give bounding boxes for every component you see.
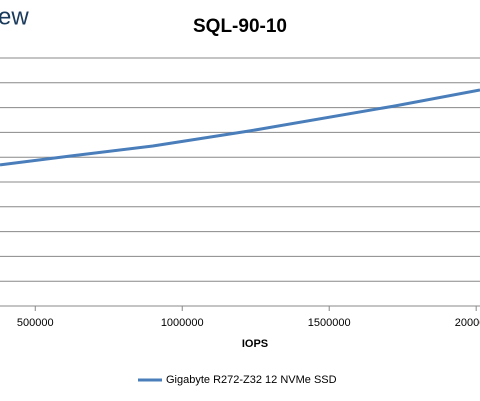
series-line [0, 88, 480, 167]
x-tick-label: 1500000 [308, 317, 351, 329]
x-axis-label: IOPS [242, 338, 268, 350]
logo: ew [0, 3, 29, 30]
x-tick-label: 1000000 [161, 317, 204, 329]
x-tick-label: 2000000 [455, 317, 480, 329]
legend-label: Gigabyte R272-Z32 12 NVMe SSD [166, 374, 337, 386]
chart-title: SQL-90-10 [193, 16, 287, 37]
x-tick-label: 500000 [17, 317, 54, 329]
